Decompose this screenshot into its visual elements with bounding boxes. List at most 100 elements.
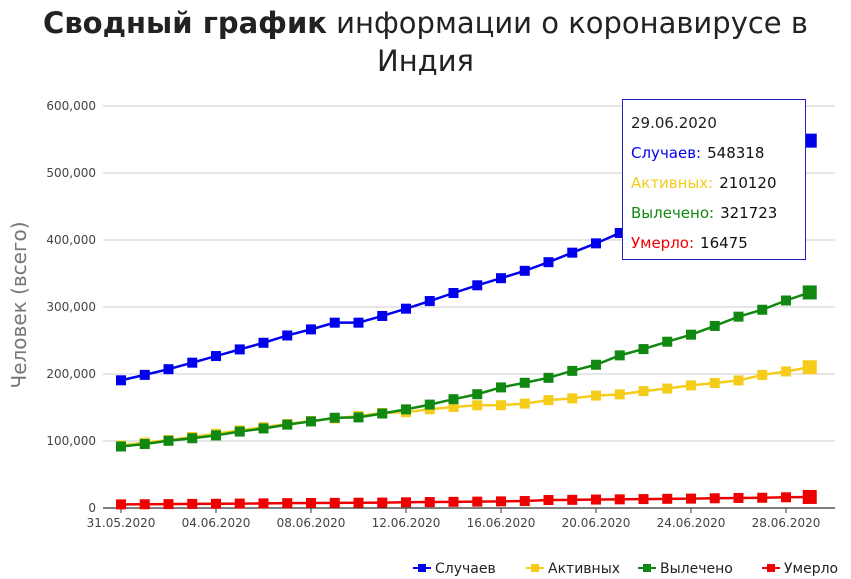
data-point-recovered[interactable] [802,285,817,300]
data-point-deaths[interactable] [638,494,649,505]
data-point-deaths[interactable] [258,498,269,509]
data-point-deaths[interactable] [781,492,791,503]
data-point-cases[interactable] [567,247,578,258]
data-point-recovered[interactable] [116,441,126,452]
data-point-active[interactable] [662,383,673,394]
data-point-recovered[interactable] [424,399,435,410]
data-point-cases[interactable] [163,364,174,375]
data-point-recovered[interactable] [448,394,459,405]
data-point-recovered[interactable] [401,404,411,415]
legend-item-cases[interactable]: Случаев [413,561,496,577]
data-point-deaths[interactable] [709,493,720,504]
data-point-recovered[interactable] [591,359,601,370]
data-point-deaths[interactable] [211,498,221,509]
data-point-recovered[interactable] [543,372,554,383]
data-point-cases[interactable] [234,344,245,355]
data-point-recovered[interactable] [187,433,198,444]
data-point-recovered[interactable] [306,416,316,427]
data-point-active[interactable] [781,366,791,377]
data-point-cases[interactable] [116,375,126,386]
data-point-recovered[interactable] [686,329,696,340]
data-point-recovered[interactable] [496,382,506,393]
data-point-cases[interactable] [353,317,364,328]
data-point-cases[interactable] [282,330,293,341]
data-point-active[interactable] [733,375,744,386]
data-point-active[interactable] [591,390,601,401]
data-point-recovered[interactable] [282,419,293,430]
data-point-deaths[interactable] [757,492,768,503]
data-point-deaths[interactable] [329,497,340,508]
data-point-recovered[interactable] [757,304,768,315]
series-line-recovered[interactable] [120,291,811,448]
data-point-cases[interactable] [211,351,221,362]
data-point-recovered[interactable] [163,435,174,446]
series-deaths[interactable] [116,489,817,510]
data-point-cases[interactable] [306,324,316,335]
data-point-deaths[interactable] [163,499,174,510]
data-point-deaths[interactable] [234,498,245,509]
data-point-deaths[interactable] [139,499,150,510]
data-point-recovered[interactable] [472,389,483,400]
data-point-cases[interactable] [519,265,530,276]
data-point-recovered[interactable] [519,377,530,388]
data-point-recovered[interactable] [638,344,649,355]
data-point-deaths[interactable] [306,497,316,508]
data-point-deaths[interactable] [591,494,601,505]
data-point-deaths[interactable] [733,492,744,503]
data-point-active[interactable] [519,398,530,409]
data-point-active[interactable] [709,378,720,389]
data-point-deaths[interactable] [377,497,388,508]
data-point-active[interactable] [472,400,483,411]
data-point-cases[interactable] [377,310,388,321]
data-point-deaths[interactable] [353,497,364,508]
legend-item-deaths[interactable]: Умерло [762,561,838,577]
data-point-recovered[interactable] [781,295,791,306]
data-point-active[interactable] [638,386,649,397]
data-point-recovered[interactable] [353,412,364,423]
data-point-active[interactable] [757,369,768,380]
data-point-deaths[interactable] [496,496,506,507]
data-point-cases[interactable] [472,280,483,291]
data-point-recovered[interactable] [139,439,150,450]
data-point-recovered[interactable] [567,365,578,376]
data-point-active[interactable] [496,400,506,411]
data-point-cases[interactable] [543,257,554,268]
data-point-cases[interactable] [591,238,601,249]
legend-item-recovered[interactable]: Вылечено [638,561,733,577]
data-point-cases[interactable] [329,317,340,328]
data-point-deaths[interactable] [543,495,554,506]
data-point-cases[interactable] [614,227,625,238]
data-point-active[interactable] [543,395,554,406]
data-point-deaths[interactable] [567,494,578,505]
series-line-deaths[interactable] [120,495,810,506]
data-point-cases[interactable] [448,287,459,298]
data-point-deaths[interactable] [282,498,293,509]
data-point-cases[interactable] [258,337,269,348]
data-point-recovered[interactable] [733,311,744,322]
data-point-deaths[interactable] [802,489,817,504]
data-point-recovered[interactable] [377,408,388,419]
data-point-cases[interactable] [424,296,435,307]
data-point-deaths[interactable] [662,493,673,504]
data-point-deaths[interactable] [448,496,459,507]
data-point-cases[interactable] [187,357,198,368]
data-point-active[interactable] [567,393,578,404]
data-point-active[interactable] [448,401,459,412]
data-point-recovered[interactable] [258,423,269,434]
data-point-active[interactable] [614,389,625,400]
data-point-active[interactable] [802,360,817,375]
data-point-cases[interactable] [496,273,506,284]
legend[interactable]: Случаев Активных Вылечено Умерло [413,561,838,577]
data-point-deaths[interactable] [472,496,483,507]
data-point-active[interactable] [686,380,696,391]
data-point-recovered[interactable] [709,320,720,331]
data-point-cases[interactable] [139,369,150,380]
legend-item-active[interactable]: Активных [526,561,620,577]
data-point-deaths[interactable] [401,497,411,508]
data-point-deaths[interactable] [686,493,696,504]
data-point-recovered[interactable] [329,412,340,423]
series-recovered[interactable] [116,285,817,452]
data-point-deaths[interactable] [187,498,198,509]
data-point-recovered[interactable] [211,430,221,441]
data-point-deaths[interactable] [519,496,530,507]
